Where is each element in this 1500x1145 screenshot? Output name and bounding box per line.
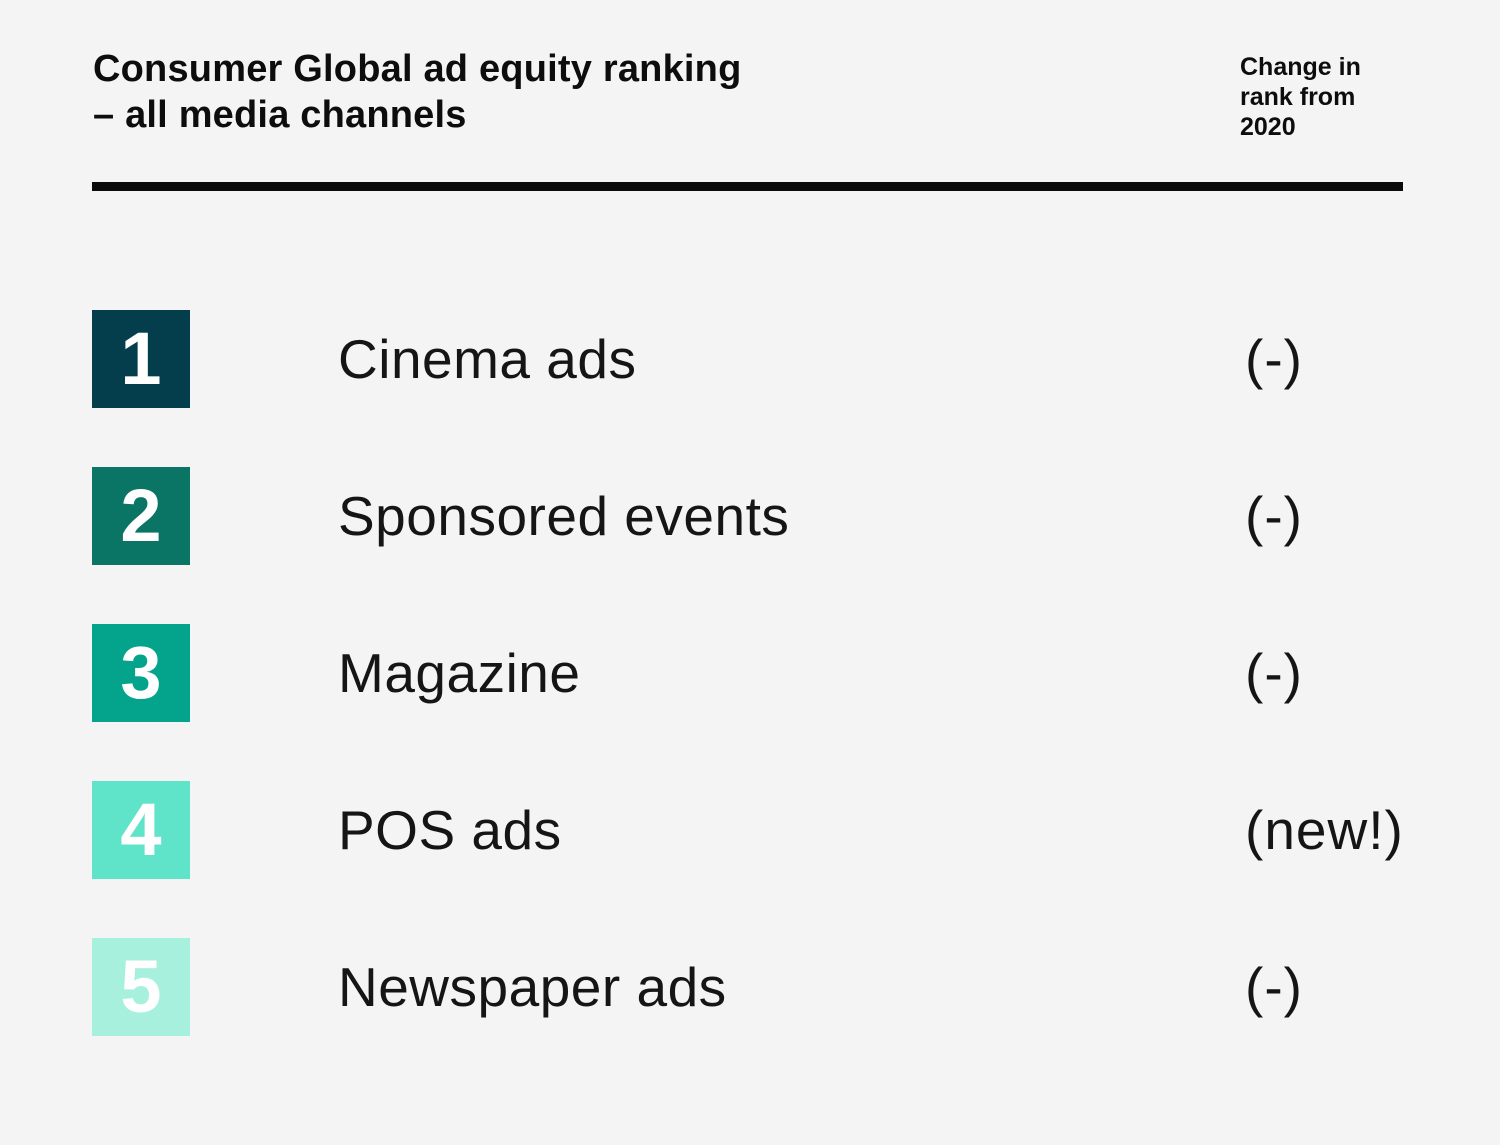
rank-2-number: 2 <box>120 474 162 557</box>
ranking-list: 1 Cinema ads (-) 2 Sponsored events (-) … <box>92 310 1422 1095</box>
page-title: Consumer Global ad equity ranking – all … <box>93 48 742 136</box>
rank-4-number: 4 <box>120 788 162 871</box>
rank-5-label: Newspaper ads <box>338 956 727 1018</box>
rank-2-square: 2 <box>92 467 190 565</box>
rank-3-number: 3 <box>120 631 162 714</box>
rank-row-3: 3 Magazine (-) <box>92 624 1422 722</box>
header-divider-line <box>92 182 1403 191</box>
rank-3-change: (-) <box>1245 642 1303 704</box>
rank-5-change: (-) <box>1245 956 1303 1018</box>
rank-row-4: 4 POS ads (new!) <box>92 781 1422 879</box>
rank-row-5: 5 Newspaper ads (-) <box>92 938 1422 1036</box>
rank-4-change: (new!) <box>1245 799 1404 861</box>
rank-3-label: Magazine <box>338 642 581 704</box>
rank-5-number: 5 <box>120 945 162 1028</box>
rank-2-change: (-) <box>1245 485 1303 547</box>
rank-5-square: 5 <box>92 938 190 1036</box>
change-rank-column-header: Change in rank from 2020 <box>1240 53 1361 141</box>
rank-1-number: 1 <box>120 317 162 400</box>
rank-1-change: (-) <box>1245 328 1303 390</box>
rank-4-square: 4 <box>92 781 190 879</box>
rank-1-label: Cinema ads <box>338 328 637 390</box>
rank-4-label: POS ads <box>338 799 562 861</box>
rank-row-2: 2 Sponsored events (-) <box>92 467 1422 565</box>
rank-1-square: 1 <box>92 310 190 408</box>
rank-row-1: 1 Cinema ads (-) <box>92 310 1422 408</box>
rank-2-label: Sponsored events <box>338 485 790 547</box>
rank-3-square: 3 <box>92 624 190 722</box>
